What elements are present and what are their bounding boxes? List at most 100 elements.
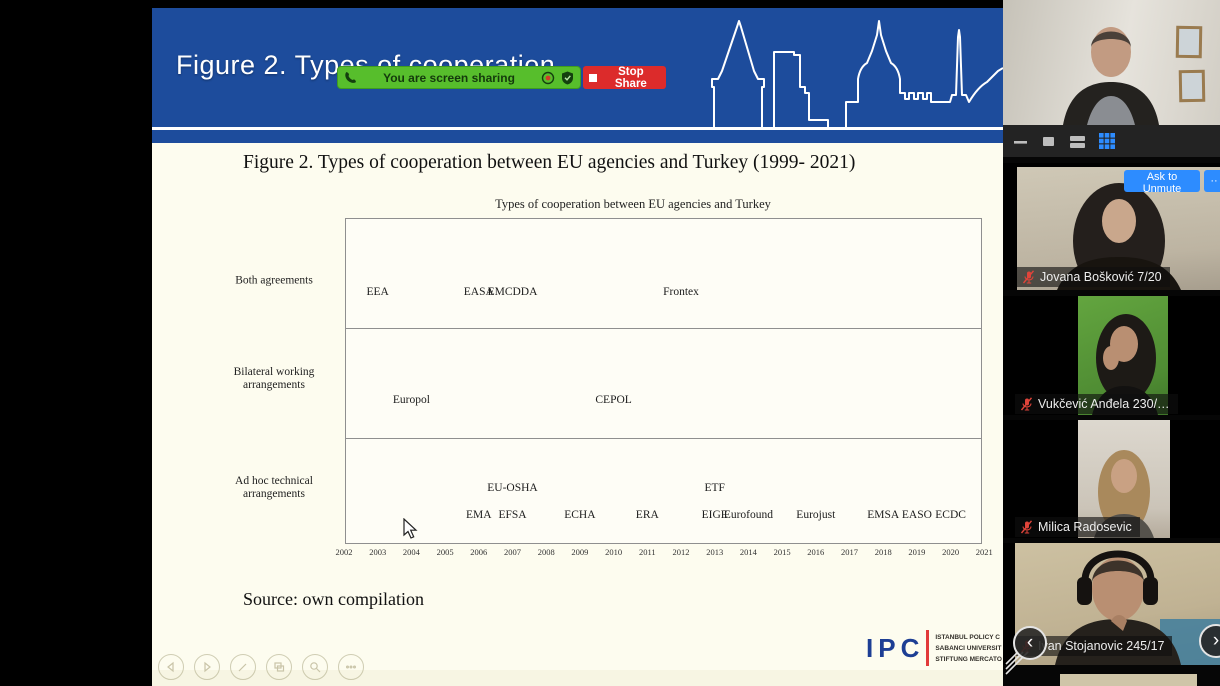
- zoom-icon: [310, 662, 321, 673]
- partial-next-tile: [1060, 674, 1197, 686]
- stop-square-icon: [589, 73, 597, 82]
- chart-row-label: Bilateral working arrangements: [233, 366, 315, 391]
- chart-row-label: Both agreements: [235, 274, 313, 287]
- speaker-person: [1063, 27, 1159, 125]
- chart-x-tick-label: 2013: [706, 547, 724, 557]
- chart-agency-label: ETF: [704, 482, 725, 494]
- participant-tile-milica[interactable]: Milica Radosevic: [1003, 420, 1220, 538]
- chart-plot-area: [345, 218, 982, 544]
- pen-icon: [238, 663, 247, 672]
- chart-title: Types of cooperation between EU agencies…: [495, 197, 771, 211]
- chart-agency-label: EMCDDA: [487, 286, 538, 298]
- slide-header: Figure 2. Types of cooperation: [152, 8, 1003, 143]
- chart-agency-label: ECDC: [935, 509, 966, 521]
- chart-x-tick-label: 2017: [841, 547, 858, 557]
- ipc-logo-divider: [926, 630, 930, 666]
- chart-agency-label: ECHA: [564, 509, 596, 521]
- chart-row-label: Ad hoc technical arrangements: [235, 475, 313, 500]
- toolbar-more-button[interactable]: [338, 654, 364, 680]
- scroll-participants-right-button[interactable]: ›: [1199, 624, 1220, 658]
- mic-muted-icon: [1020, 520, 1033, 534]
- ipc-logo-line: ISTANBUL POLICY C: [935, 633, 1000, 641]
- chart-agency-label: EMA: [466, 509, 492, 521]
- chart-x-tick-label: 2011: [638, 547, 656, 557]
- previous-slide-button[interactable]: [158, 654, 184, 680]
- ipc-logo-abbr: IPC: [866, 632, 925, 663]
- chart-x-tick-label: 2018: [874, 547, 892, 557]
- speaker-video-tile[interactable]: [1003, 0, 1220, 125]
- chart-x-tick-label: 2003: [369, 547, 387, 557]
- header-divider-line: [152, 127, 1003, 130]
- chart-agency-label: EFSA: [498, 509, 527, 521]
- chart-agency-label: Europol: [392, 394, 430, 406]
- minimize-icon: [1014, 140, 1027, 144]
- chart-x-tick-label: 2014: [739, 547, 757, 557]
- chart-x-tick-label: 2006: [470, 547, 488, 557]
- participant-more-button[interactable]: ··: [1204, 170, 1220, 192]
- chart-x-tick-label: 2019: [908, 547, 926, 557]
- minimize-button[interactable]: [1012, 133, 1029, 150]
- next-slide-button[interactable]: [194, 654, 220, 680]
- video-sidebar: Ask to Unmute ·· Jovana Bošković 7/20: [1003, 0, 1220, 686]
- slide-sorter-button[interactable]: [266, 654, 292, 680]
- participant-tile-jovana[interactable]: Ask to Unmute ·· Jovana Bošković 7/20: [1003, 163, 1220, 290]
- chart-x-tick-label: 2021: [975, 547, 993, 557]
- source-note: Source: own compilation: [243, 589, 424, 609]
- speaker-view-icon: [1043, 136, 1054, 146]
- participant-name-label: Vukčević Anđela 230/…: [1015, 394, 1178, 414]
- shared-slide: Figure 2. Types of cooperation You are s…: [152, 0, 1003, 686]
- strip-view-button[interactable]: [1068, 133, 1087, 150]
- chart-agency-label: CEPOL: [595, 394, 632, 406]
- chart-agency-label: EMSA: [867, 509, 900, 521]
- chart-x-tick-label: 2009: [571, 547, 589, 557]
- phone-icon: [345, 72, 356, 83]
- chart-x-tick-label: 2002: [335, 547, 353, 557]
- record-indicator-icon: [541, 71, 555, 84]
- slide-bottom-strip: [152, 670, 1003, 686]
- screen-sharing-text: You are screen sharing: [383, 70, 515, 85]
- chart-x-tick-label: 2008: [537, 547, 555, 557]
- ipc-logo-line: STIFTUNG MERCATO: [935, 655, 1002, 663]
- chart-agency-label: Eurojust: [796, 509, 836, 521]
- istanbul-skyline-drawing: [688, 20, 1003, 130]
- chart-x-tick-label: 2016: [807, 547, 825, 557]
- pen-button[interactable]: [230, 654, 256, 680]
- participant-name-label: Milica Radosevic: [1015, 517, 1140, 537]
- chart-agency-label: EASA: [463, 286, 494, 298]
- chart-x-tick-label: 2004: [402, 547, 420, 557]
- participant-name-label: Ivan Stojanovic 245/17: [1015, 636, 1173, 656]
- scroll-participants-left-button[interactable]: ‹: [1013, 626, 1047, 660]
- chart-x-tick-label: 2005: [436, 547, 454, 557]
- chart-agency-label: EIGE: [701, 509, 728, 521]
- chart-x-tick-label: 2010: [605, 547, 623, 557]
- row-divider: [346, 328, 981, 329]
- participant-tile-vukcevic[interactable]: Vukčević Anđela 230/…: [1003, 296, 1220, 415]
- ipc-logo: IPC ISTANBUL POLICY C SABANCI UNIVERSIT …: [866, 630, 1003, 666]
- speaker-view-button[interactable]: [1040, 133, 1057, 150]
- chart-agency-label: EU-OSHA: [487, 482, 538, 494]
- chart-agency-label: Frontex: [663, 286, 699, 298]
- chart-agency-label: ERA: [635, 509, 659, 521]
- strip-view-icon: [1070, 135, 1085, 148]
- zoom-slide-button[interactable]: [302, 654, 328, 680]
- chart-x-tick-label: 2015: [773, 547, 791, 557]
- chart-agency-label: EEA: [366, 286, 389, 298]
- row-divider: [346, 438, 981, 439]
- stop-share-button[interactable]: Stop Share: [583, 66, 666, 90]
- slide-sorter-icon: [274, 662, 285, 672]
- gallery-view-button[interactable]: [1098, 132, 1116, 150]
- chart-agency-label: EASO: [901, 509, 932, 521]
- shield-check-icon: [562, 71, 573, 84]
- participant-name-label: Jovana Bošković 7/20: [1017, 267, 1170, 287]
- next-slide-icon: [204, 661, 211, 673]
- screen-sharing-banner: You are screen sharing: [337, 66, 581, 89]
- slide-top-strip: [152, 0, 1003, 8]
- ask-to-unmute-button[interactable]: Ask to Unmute: [1124, 170, 1200, 195]
- figure-caption: Figure 2. Types of cooperation between E…: [243, 152, 856, 173]
- chart-x-tick-label: 2012: [672, 547, 690, 557]
- chart-agency-label: Eurofound: [723, 509, 773, 521]
- gallery-view-icon: [1099, 133, 1115, 149]
- mouse-cursor: [403, 518, 418, 539]
- chart-x-tick-label: 2020: [942, 547, 960, 557]
